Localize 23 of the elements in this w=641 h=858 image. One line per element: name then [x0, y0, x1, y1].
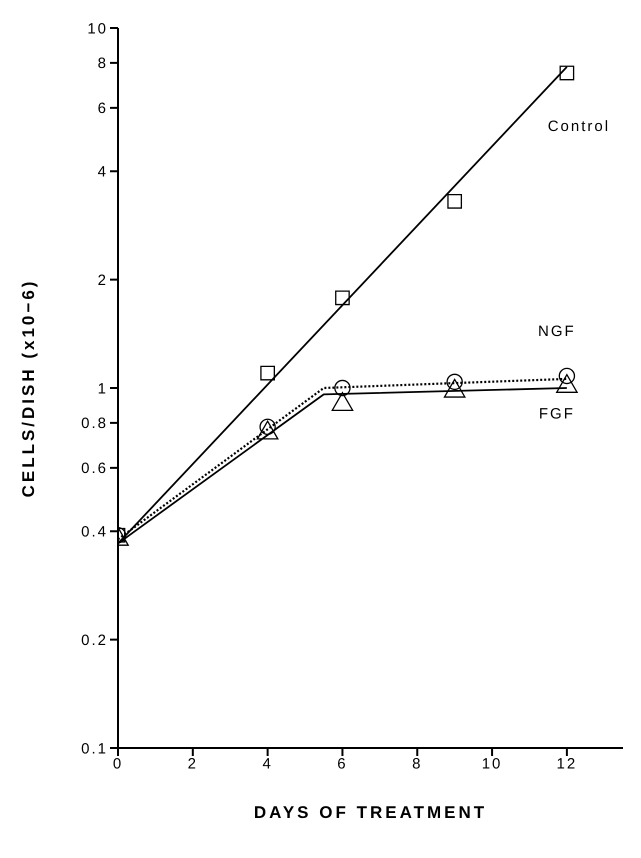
x-tick-label: 4 [262, 756, 273, 773]
y-tick-label: 2 [98, 272, 108, 289]
x-tick-label: 8 [412, 756, 422, 773]
text: Control [548, 118, 610, 135]
x-tick-label: 6 [337, 756, 348, 773]
y-tick-label: 0.2 [81, 632, 108, 649]
y-tick-label: 10 [87, 20, 108, 38]
x-tick-label: 2 [188, 756, 198, 773]
y-tick-label: 0.6 [81, 460, 108, 478]
x-tick-label: 0 [112, 756, 124, 773]
x-axis-title: DAYS OF TREATMENT [254, 803, 488, 822]
series-label: NGF [538, 322, 576, 340]
y-tick-label: 0.4 [81, 524, 108, 541]
y-tick-label: 1 [98, 380, 108, 398]
x-tick-label: 12 [556, 756, 578, 773]
y-tick-label: 0.1 [81, 740, 108, 758]
y-axis-title: CELLS/DISH (x10−6) [19, 278, 38, 498]
x-tick-label: 10 [482, 756, 502, 773]
y-tick-label: 8 [98, 55, 108, 72]
y-tick-label: 6 [98, 100, 108, 118]
y-tick-label: 0.8 [81, 415, 108, 432]
y-tick-label: 4 [98, 164, 108, 181]
series-label: FGF [538, 405, 575, 422]
